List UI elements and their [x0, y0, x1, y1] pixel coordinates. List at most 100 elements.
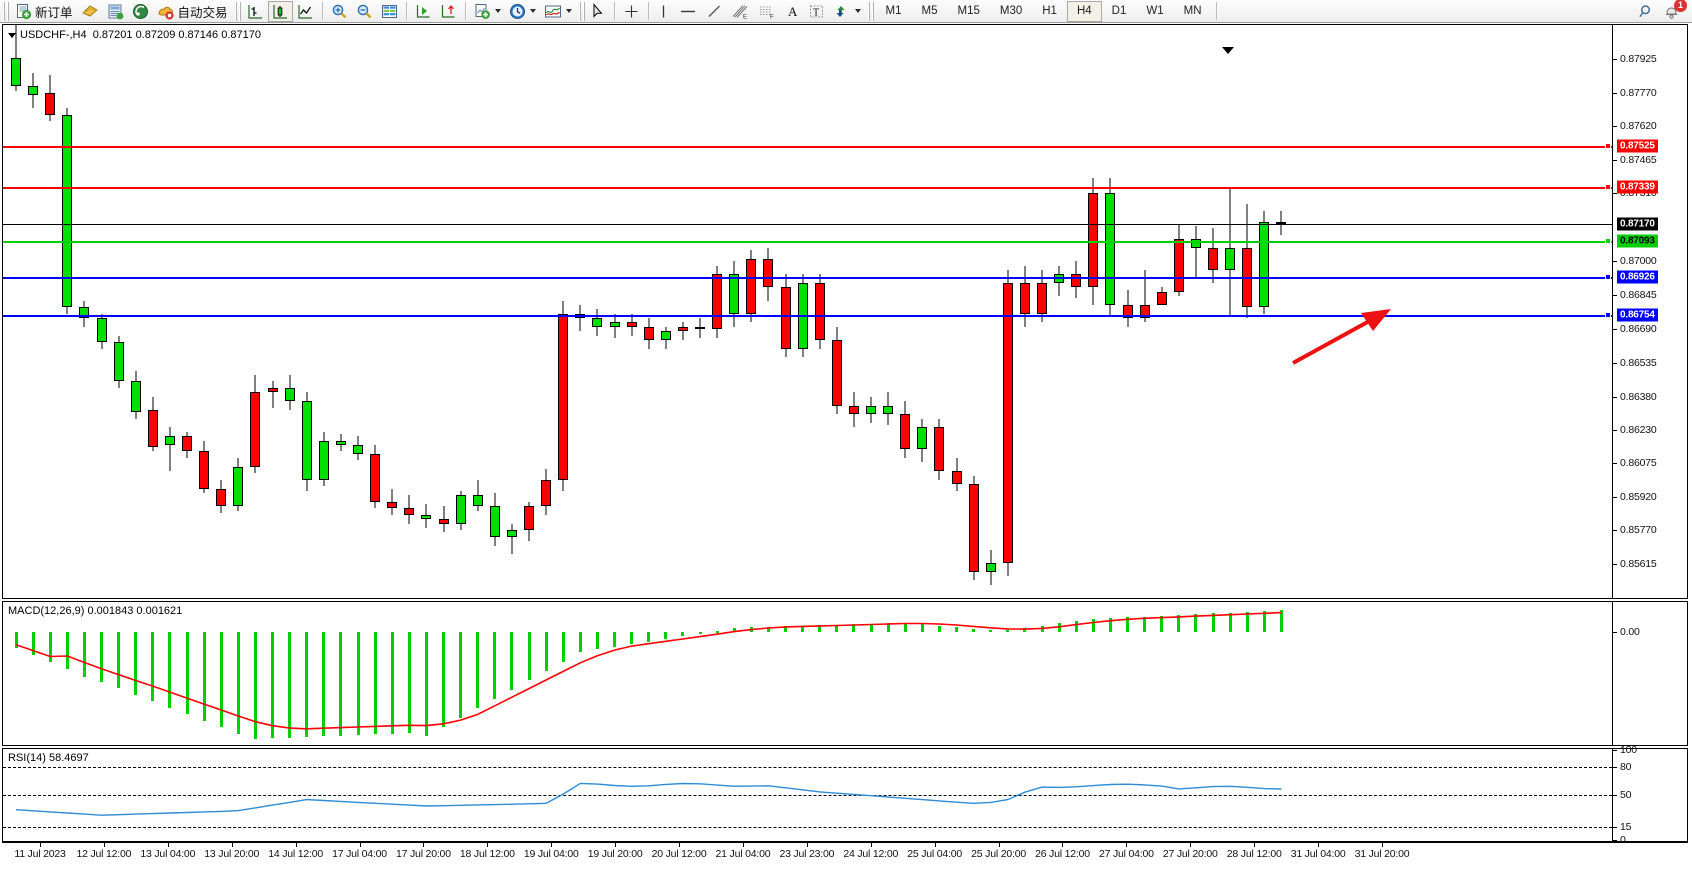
price-level-handle[interactable] — [1605, 311, 1611, 318]
horizontal-line-button[interactable] — [674, 1, 702, 22]
collapse-triangle-icon[interactable] — [8, 32, 16, 38]
search-button[interactable] — [1634, 1, 1659, 22]
timeframe-m1[interactable]: M1 — [876, 1, 912, 22]
zoom-out-button[interactable] — [352, 1, 377, 22]
timeframe-mn[interactable]: MN — [1174, 1, 1212, 22]
timeframe-w1[interactable]: W1 — [1136, 1, 1173, 22]
candlestick — [1139, 25, 1150, 598]
trendline-button[interactable] — [702, 1, 727, 22]
price-level-line[interactable] — [3, 314, 1612, 317]
timeframe-h1[interactable]: H1 — [1032, 1, 1067, 22]
time-axis-tick — [615, 843, 617, 847]
macd-pane[interactable]: 0.00 MACD(12,26,9) 0.001843 0.001621 — [2, 601, 1688, 746]
macd-axis[interactable]: 0.00 — [1612, 602, 1687, 745]
timeframe-m5[interactable]: M5 — [912, 1, 948, 22]
equidistant-channel-button[interactable]: E — [727, 1, 754, 22]
price-chart-pane[interactable]: 0.879250.877700.876200.874650.873100.870… — [2, 24, 1688, 599]
channel-icon: E — [731, 3, 750, 20]
axis-tick — [1613, 92, 1617, 94]
candlestick — [831, 25, 842, 598]
price-axis[interactable]: 0.879250.877700.876200.874650.873100.870… — [1612, 25, 1687, 598]
bar-chart-button[interactable] — [243, 1, 268, 22]
chart-shift-button[interactable] — [436, 1, 461, 22]
toolbar-grip-2[interactable] — [233, 1, 241, 21]
macd-histogram-bar — [630, 632, 634, 645]
auto-trading-button[interactable]: 自动交易 — [153, 1, 232, 22]
time-axis-tick — [1254, 843, 1256, 847]
candlestick — [28, 25, 39, 598]
fibonacci-button[interactable]: F — [754, 1, 781, 22]
price-level-label[interactable]: 0.86754 — [1617, 308, 1658, 322]
chevron-down-icon-4[interactable] — [854, 9, 861, 13]
price-level-handle[interactable] — [1605, 143, 1611, 150]
terminal-button[interactable] — [103, 1, 128, 22]
rsi-axis[interactable]: 100 80 50 15 0 — [1612, 744, 1687, 846]
macd-histogram-bar — [459, 632, 463, 718]
macd-histogram-bar — [493, 632, 497, 699]
vertical-line-button[interactable] — [653, 1, 674, 22]
chevron-down-icon-2[interactable] — [529, 9, 536, 13]
price-level-label[interactable]: 0.87339 — [1617, 180, 1658, 194]
line-chart-button[interactable] — [293, 1, 318, 22]
time-axis-label: 13 Jul 20:00 — [204, 848, 260, 860]
chevron-down-icon[interactable] — [494, 9, 501, 13]
axis-tick — [1613, 58, 1617, 60]
rsi-pane[interactable]: 100 80 50 15 0 RSI(14) 58.4697 — [2, 744, 1688, 846]
new-order-button[interactable]: 新订单 — [11, 1, 77, 22]
period-button[interactable] — [505, 1, 540, 22]
timeframe-h4[interactable]: H4 — [1066, 0, 1102, 22]
axis-tick — [1613, 497, 1617, 499]
candlestick — [79, 25, 90, 598]
alerts-button[interactable]: 1 — [1659, 0, 1687, 22]
metaeditor-button[interactable] — [77, 1, 103, 22]
toolbar-separator-1 — [321, 2, 323, 20]
chart-area[interactable]: 0.879250.877700.876200.874650.873100.870… — [0, 23, 1692, 870]
price-level-line[interactable] — [3, 224, 1612, 226]
template-icon — [544, 3, 562, 20]
timeframe-d1[interactable]: D1 — [1102, 1, 1137, 22]
timeframe-m30[interactable]: M30 — [990, 1, 1032, 22]
price-plot[interactable] — [3, 25, 1612, 598]
market-watch-button[interactable] — [128, 1, 153, 22]
candlestick — [968, 25, 979, 598]
data-window-button[interactable] — [377, 1, 402, 22]
candlestick-chart-button[interactable] — [267, 0, 293, 22]
chevron-down-icon-3[interactable] — [565, 9, 572, 13]
macd-histogram-bar — [236, 632, 240, 734]
price-level-line[interactable] — [3, 277, 1612, 280]
text-label-button[interactable]: T — [804, 1, 829, 22]
toolbar-grip[interactable] — [2, 1, 9, 21]
timeframe-label: W1 — [1146, 4, 1164, 17]
price-level-handle[interactable] — [1605, 184, 1611, 191]
price-level-label[interactable]: 0.87170 — [1617, 217, 1658, 231]
toolbar-grip-4[interactable] — [866, 1, 874, 21]
autoscroll-button[interactable] — [411, 1, 436, 22]
zoom-out-icon — [356, 3, 373, 20]
candle-body — [130, 381, 141, 413]
cursor-button[interactable] — [587, 1, 610, 22]
zoom-in-button[interactable] — [327, 1, 352, 22]
candle-body — [524, 506, 534, 531]
metaeditor-icon — [81, 3, 99, 20]
price-level-line[interactable] — [3, 146, 1612, 149]
templates-button[interactable] — [540, 1, 576, 22]
price-level-line[interactable] — [3, 187, 1612, 190]
price-level-label[interactable]: 0.87093 — [1617, 234, 1658, 248]
rsi-plot[interactable] — [3, 749, 1612, 841]
vertical-line-icon — [657, 3, 670, 20]
macd-plot[interactable] — [3, 602, 1612, 745]
price-level-handle[interactable] — [1605, 237, 1611, 244]
arrows-button[interactable] — [829, 1, 865, 22]
toolbar-grip-3[interactable] — [577, 1, 585, 21]
macd-histogram-bar — [766, 626, 770, 633]
price-level-line[interactable] — [3, 240, 1612, 243]
price-level-handle[interactable] — [1605, 274, 1611, 281]
crosshair-button[interactable] — [619, 1, 644, 22]
text-button[interactable]: A — [781, 1, 804, 22]
time-axis[interactable]: 11 Jul 2023 12 Jul 12:00 13 Jul 04:00 13 Ju… — [2, 842, 1688, 870]
price-level-label[interactable]: 0.87525 — [1617, 139, 1658, 153]
new-chart-button[interactable] — [470, 1, 505, 22]
timeframe-m15[interactable]: M15 — [948, 1, 990, 22]
axis-tick — [1613, 193, 1617, 195]
price-level-label[interactable]: 0.86926 — [1617, 270, 1658, 284]
